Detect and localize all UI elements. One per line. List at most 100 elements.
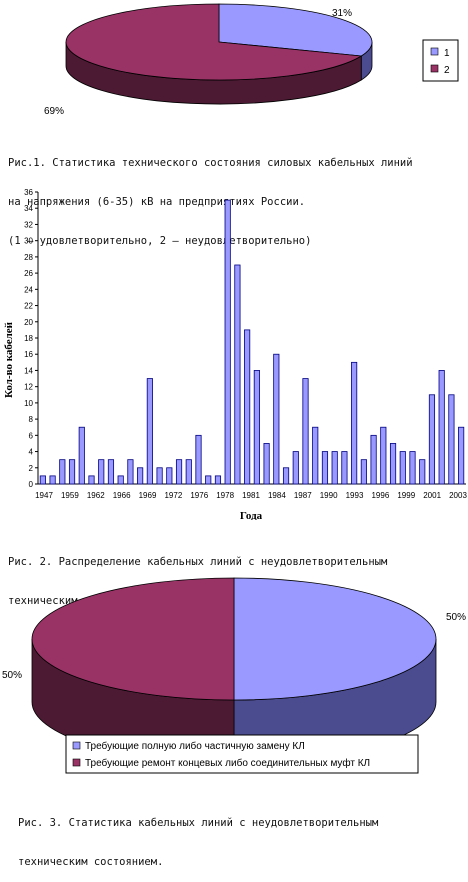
bar-chart-bars [39,199,465,485]
x-tick-label: 1987 [294,491,312,500]
pie-1-slice-2 [65,3,363,81]
bar [224,199,231,485]
y-tick-label: 10 [24,399,33,408]
legend-swatch-1 [430,47,439,56]
legend-3-label-1: Требующие полную либо частичную замену К… [85,740,305,752]
bar [312,426,319,485]
y-tick-label: 24 [24,285,33,294]
y-tick-label: 34 [24,204,33,213]
x-tick-label: 1976 [190,491,208,500]
y-tick-label: 12 [24,383,33,392]
bar [351,361,358,485]
bar [389,443,397,485]
caption-2-line-1: Рис. 2. Распределение кабельных линий с … [8,556,388,568]
figure-3-caption: Рис. 3. Статистика кабельных линий с неу… [18,791,378,882]
bar [370,434,377,485]
bar [448,394,455,485]
bar [438,370,445,485]
bar [185,459,192,485]
bar [175,459,183,485]
bar [263,443,270,485]
figure-1-caption: Рис.1. Статистика технического состояния… [8,131,413,261]
bar [273,353,280,485]
bar [253,370,260,485]
y-axis-title: Кол-во кабелей [3,321,15,398]
bar [49,475,56,485]
legend-3-swatch-1 [72,741,81,750]
bar [214,475,222,485]
bar [234,264,241,485]
y-tick-label: 6 [29,431,34,440]
legend-label-1: 1 [444,48,450,59]
pie-3-slice-1 [233,577,437,701]
legend-label-2: 2 [444,65,450,76]
x-tick-label: 1993 [346,491,364,500]
x-tick-label: 1981 [242,491,260,500]
x-tick-label: 1959 [61,491,79,500]
pie-1-label-2: 69% [44,106,64,117]
bar [195,434,202,485]
bar [360,459,367,485]
y-tick-label: 16 [24,350,33,359]
bar [292,451,299,485]
bar [244,329,251,485]
x-tick-label: 1972 [164,491,182,500]
bar [282,467,290,485]
bar [331,451,338,485]
y-tick-label: 32 [24,220,33,229]
y-tick-label: 36 [24,188,33,197]
legend-3-label-2: Требующие ремонт концевых либо соедините… [85,757,370,769]
pie-3-label-1: 50% [446,612,466,623]
pie-1-legend: 1 2 [422,39,459,82]
caption-3-line-2: техническим состоянием. [18,856,164,868]
caption-3-line-1: Рис. 3. Статистика кабельных линий с неу… [18,817,379,829]
legend-3-swatch-2 [72,758,81,767]
pie-3-slice-2 [31,577,235,701]
caption-1-line-2: на напряжения (6-35) кВ на предприятиях … [8,196,306,208]
bar [88,475,95,485]
y-tick-label: 8 [29,415,34,424]
bar [205,475,212,485]
x-axis-title: Года [240,510,263,520]
legend-swatch-2 [430,64,439,73]
y-tick-label: 26 [24,269,33,278]
pie-1-label-1: 31% [332,8,352,19]
bar [68,459,76,485]
bar [146,378,153,485]
pie-chart-1: 31% 69% 1 2 [44,3,459,117]
caption-1-line-3: (1 – удовлетворительно, 2 – неудовлетвор… [8,235,312,247]
bar [399,451,406,485]
bar [458,426,465,485]
bar [39,475,46,485]
bar [341,451,348,485]
bar [166,467,173,485]
x-tick-label: 1962 [87,491,105,500]
x-tick-label: 1978 [216,491,234,500]
bar [59,459,66,485]
x-tick-label: 1984 [268,491,286,500]
bar [98,459,105,485]
y-tick-label: 20 [24,318,33,327]
x-tick-label: 1990 [320,491,338,500]
y-tick-label: 18 [24,334,33,343]
x-tick-label: 1999 [397,491,415,500]
bar [302,378,309,485]
bar [380,426,387,485]
bar [419,459,426,485]
y-tick-label: 28 [24,253,33,262]
y-tick-label: 2 [29,464,34,473]
x-tick-label: 2003 [449,491,467,500]
bar [137,467,144,485]
bar [156,467,163,485]
pie-1-slice-1 [218,3,373,57]
y-tick-label: 22 [24,302,33,311]
y-tick-label: 0 [29,480,34,489]
bar [127,459,134,485]
bar [428,394,436,485]
x-tick-label: 1969 [139,491,157,500]
caption-1-line-1: Рис.1. Статистика технического состояния… [8,157,413,169]
bar [409,451,416,485]
bar-chart-x-ticks: 1947 1959 1962 1966 1969 1972 1976 1978 1981 1984… [35,491,467,500]
x-tick-label: 1996 [371,491,389,500]
